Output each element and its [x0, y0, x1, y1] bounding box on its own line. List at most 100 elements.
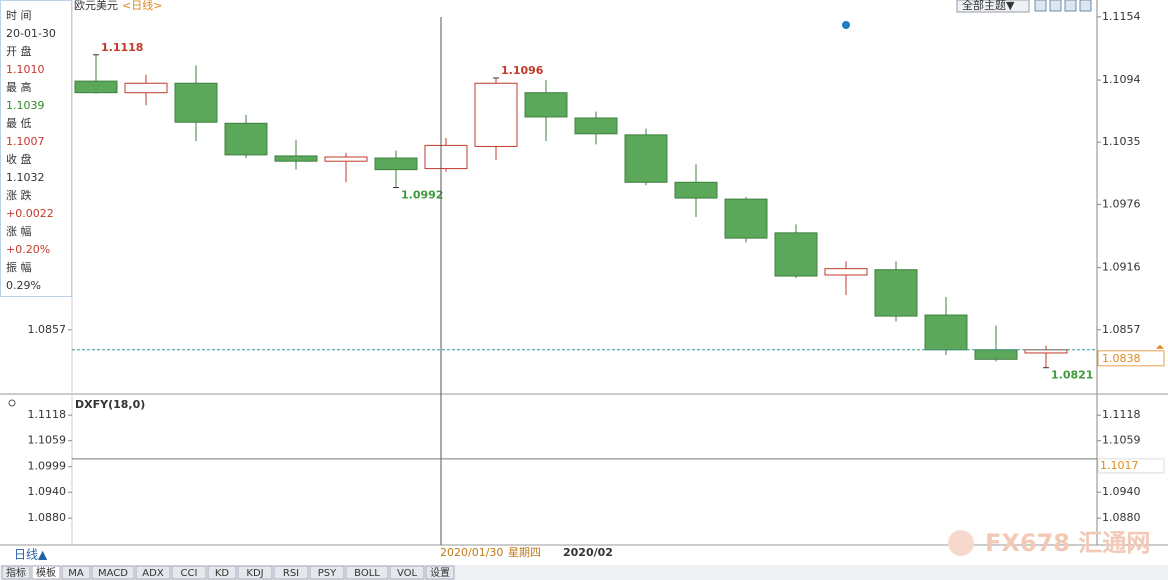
y-tick-label: 1.0940 [1102, 485, 1141, 498]
tab-label[interactable]: 设置 [430, 567, 450, 579]
y-tick-label: 1.0857 [1102, 323, 1141, 336]
info-label: 时 间 [6, 9, 32, 22]
watermark: FX678 汇通网 [985, 529, 1150, 557]
tab[interactable] [61, 565, 91, 580]
tab-label[interactable]: VOL [397, 568, 418, 579]
tab-group: 指标 模板 MA MACD ADX CCI KD KDJ RSI PSY BOLL VOL 设置 [1, 565, 455, 580]
tab[interactable] [237, 565, 273, 580]
tab[interactable] [171, 565, 207, 580]
info-label: 开 盘 [6, 44, 32, 58]
candle-body [724, 198, 768, 239]
y-tick-label: 1.1154 [1102, 10, 1141, 23]
y-tick-label: 1.0880 [1102, 511, 1141, 524]
candle-body [974, 349, 1018, 360]
high-label: 1.1118 [101, 41, 143, 54]
settings-button[interactable] [1079, 0, 1092, 12]
symbol-name: 欧元美元 [74, 0, 118, 12]
x-tick-label: 2020/02 [563, 546, 613, 559]
theme-select[interactable] [956, 0, 1030, 13]
info-label: 涨 跌 [6, 188, 32, 202]
y-tick-label: 1.0999 [28, 460, 67, 473]
info-label: 收 盘 [6, 152, 32, 166]
info-label: 最 高 [6, 80, 32, 94]
info-rows: 时 间 20-01-30 开 盘 1.1010 最 高 1.1039 最 低 1.1007 收 … [6, 9, 56, 292]
candle-body [624, 134, 668, 183]
candle-body [374, 157, 418, 171]
tab-label[interactable]: PSY [318, 568, 337, 579]
info-value: 20-01-30 [6, 27, 56, 40]
period-label: <日线> [122, 0, 162, 12]
last-price-label: 1.0838 [1102, 352, 1141, 365]
tab[interactable] [91, 565, 135, 580]
y-tick-label: 1.0976 [1102, 197, 1141, 210]
candle-body [274, 155, 318, 162]
crosshair-weekday: 星期四 [508, 546, 541, 559]
candle-body [674, 181, 718, 199]
info-value: +0.0022 [6, 207, 54, 220]
tab[interactable] [273, 565, 309, 580]
tab[interactable] [31, 565, 61, 580]
tab-label[interactable]: MACD [98, 568, 128, 579]
y-tick-label: 1.0857 [28, 323, 67, 336]
y-tick-label: 1.1059 [1102, 434, 1141, 447]
tab-label[interactable]: BOLL [354, 568, 380, 579]
indicator-value-box [1097, 458, 1165, 474]
y-tick-label: 1.1094 [1102, 73, 1141, 86]
tab[interactable] [345, 565, 389, 580]
info-value: 1.1032 [6, 171, 45, 184]
tab[interactable] [309, 565, 345, 580]
tab[interactable] [425, 565, 455, 580]
zoom-out-button[interactable] [1049, 0, 1062, 12]
high-label: 1.1096 [501, 64, 544, 77]
y-tick-label: 1.0916 [1102, 261, 1141, 274]
candle-body [524, 92, 568, 118]
low-label: 1.0992 [401, 189, 443, 202]
candle-body [74, 80, 118, 94]
period-button[interactable]: 日线▲ [14, 548, 48, 562]
indicator-title: DXFY(18,0) [75, 398, 145, 411]
candle-body [924, 314, 968, 351]
tab-label[interactable]: 模板 [36, 566, 56, 579]
tab-label[interactable]: 指标 [6, 566, 26, 579]
theme-select-text[interactable]: 全部主题▼ [962, 0, 1015, 12]
candle-body [124, 82, 168, 94]
tab-label[interactable]: KD [215, 568, 230, 579]
info-label: 涨 幅 [6, 225, 32, 238]
y-tick-label: 1.0880 [28, 511, 67, 524]
tab-label[interactable]: MA [68, 568, 84, 579]
event-marker[interactable] [842, 21, 850, 29]
tab-label[interactable]: ADX [142, 568, 164, 579]
candle-body [224, 122, 268, 156]
candle-body [324, 156, 368, 162]
y-tick-label: 1.1059 [28, 434, 67, 447]
info-panel [0, 0, 72, 297]
candle-body [774, 232, 818, 277]
info-value: 1.1039 [6, 99, 45, 112]
tab[interactable] [1, 565, 31, 580]
tab-label[interactable]: RSI [283, 568, 299, 579]
tab-label[interactable]: CCI [181, 568, 198, 579]
crosshair-date: 2020/01/30 [440, 546, 503, 559]
scroll-button[interactable] [1064, 0, 1077, 12]
info-label: 振 幅 [6, 260, 32, 274]
info-value: 0.29% [6, 279, 41, 292]
zoom-in-button[interactable] [1034, 0, 1047, 12]
tab[interactable] [135, 565, 171, 580]
y-tick-label: 1.1035 [1102, 135, 1141, 148]
info-value: +0.20% [6, 243, 50, 256]
info-value: 1.1010 [6, 63, 45, 76]
indicator-icon[interactable] [8, 399, 16, 407]
tab[interactable] [389, 565, 425, 580]
candle-body [174, 82, 218, 123]
tab[interactable] [207, 565, 237, 580]
y-tick-label: 1.1118 [1102, 408, 1141, 421]
last-price-box [1097, 350, 1165, 367]
low-label: 1.0821 [1051, 369, 1093, 382]
info-value: 1.1007 [6, 135, 45, 148]
tab-label[interactable]: KDJ [246, 568, 263, 579]
info-label: 最 低 [6, 117, 32, 130]
y-tick-label: 1.0940 [28, 485, 67, 498]
last-price-arrow [1156, 344, 1164, 349]
